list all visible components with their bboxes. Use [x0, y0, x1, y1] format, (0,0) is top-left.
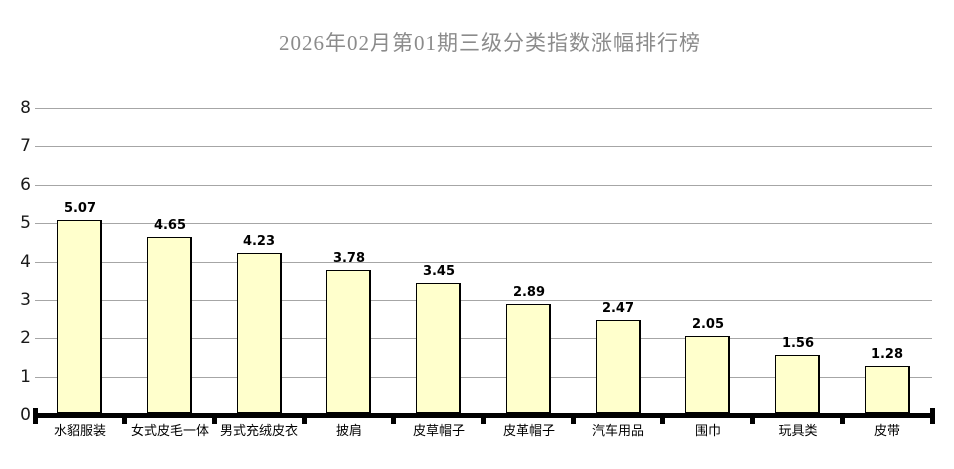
x-axis-label: 水貂服装 — [53, 424, 106, 439]
y-axis-label: 6 — [20, 175, 31, 195]
axis-tick — [840, 413, 845, 424]
bar-value-label: 4.65 — [153, 218, 187, 233]
x-axis-label: 汽车用品 — [591, 424, 644, 439]
y-axis-label: 5 — [20, 213, 31, 233]
gridline — [35, 377, 932, 378]
x-axis-label: 玩具类 — [778, 424, 818, 439]
gridline — [35, 300, 932, 301]
y-axis-label: 1 — [20, 367, 31, 387]
x-axis-label: 男式充绒皮衣 — [219, 424, 298, 439]
x-axis-label: 披肩 — [335, 424, 362, 439]
bar-value-label: 1.56 — [781, 336, 815, 351]
gridline — [35, 262, 932, 263]
bar-value-label: 3.78 — [332, 251, 366, 266]
x-axis-label: 女式皮毛一体 — [130, 424, 209, 439]
bar — [596, 320, 641, 413]
bar — [326, 270, 371, 413]
bar-value-label: 2.47 — [601, 301, 635, 316]
gridline — [35, 338, 932, 339]
x-axis-label: 围巾 — [694, 424, 721, 439]
bar-value-label: 2.89 — [512, 285, 546, 300]
bar-value-label: 4.23 — [242, 234, 276, 249]
gridline — [35, 146, 932, 147]
bar — [506, 304, 551, 413]
bar — [685, 336, 730, 413]
axis-tick — [930, 408, 935, 424]
bar — [416, 283, 461, 413]
bar-value-label: 3.45 — [422, 264, 456, 279]
axis-tick — [750, 413, 755, 424]
chart-title: 2026年02月第01期三级分类指数涨幅排行榜 — [279, 31, 701, 55]
axis-tick — [481, 413, 486, 424]
bar — [57, 220, 102, 413]
gridline — [35, 108, 932, 109]
y-axis-label: 2 — [20, 328, 31, 348]
y-axis-label: 3 — [20, 290, 31, 310]
x-axis-label: 皮草帽子 — [412, 424, 465, 439]
bar-value-label: 5.07 — [63, 201, 97, 216]
y-axis-label: 8 — [20, 98, 31, 118]
bar — [237, 253, 282, 413]
gridline — [35, 185, 932, 186]
x-axis-label: 皮革帽子 — [502, 424, 555, 439]
axis-tick — [33, 408, 38, 424]
bar — [865, 366, 910, 413]
y-axis-label: 4 — [20, 252, 31, 272]
bar-value-label: 1.28 — [870, 347, 904, 362]
gridline — [35, 223, 932, 224]
bar-value-label: 2.05 — [691, 317, 725, 332]
y-axis-label: 7 — [20, 136, 31, 156]
bar — [775, 355, 820, 413]
axis-tick — [122, 413, 127, 424]
axis-tick — [571, 413, 576, 424]
y-axis-label: 0 — [20, 405, 31, 425]
axis-tick — [302, 413, 307, 424]
x-axis-label: 皮带 — [873, 424, 900, 439]
axis-tick — [212, 413, 217, 424]
axis-tick — [391, 413, 396, 424]
bar — [147, 237, 192, 413]
axis-tick — [660, 413, 665, 424]
